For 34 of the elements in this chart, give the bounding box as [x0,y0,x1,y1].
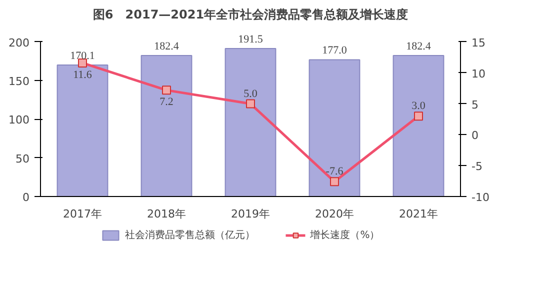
y2-tick-label: -10 [472,191,490,204]
data-label: 182.4 [154,40,180,53]
bar [224,48,276,196]
data-label: 191.5 [238,34,264,46]
legend-label: 社会消费品零售总额（亿元） [125,228,256,242]
y2-tick-label: 5 [472,98,478,112]
data-label: 170.1 [70,50,95,62]
y-tick-label: 200 [8,36,30,50]
data-label: -7.6 [326,166,344,178]
bar [140,55,192,196]
bar [392,55,444,196]
data-label: 182.4 [406,40,432,53]
x-tick-label: 2019年 [231,208,270,220]
y2-tick-label: 0 [472,129,478,142]
y-tick-label: 0 [22,191,30,204]
data-label: 11.6 [73,68,92,81]
y-tick-label: 100 [8,114,30,127]
y2-tick-label: -5 [472,160,482,174]
x-tick-label: 2021年 [399,208,438,220]
chart-title: 图6 2017—2021年全市社会消费品零售总额及增长速度 [92,8,408,22]
y-tick-label: 50 [16,152,30,166]
data-label: 7.2 [160,96,174,108]
bar [56,64,108,196]
legend-label: 增长速度（%） [310,228,380,242]
y-tick-label: 150 [8,75,30,88]
data-label: 5.0 [244,88,258,100]
x-tick-label: 2020年 [315,208,354,220]
x-tick-label: 2017年 [63,208,102,220]
x-tick-label: 2018年 [147,208,186,220]
data-label: 177.0 [322,44,348,57]
bar [308,59,360,196]
data-label: 3.0 [412,100,426,112]
y2-tick-label: 15 [472,36,486,50]
y2-tick-label: 10 [472,67,486,80]
